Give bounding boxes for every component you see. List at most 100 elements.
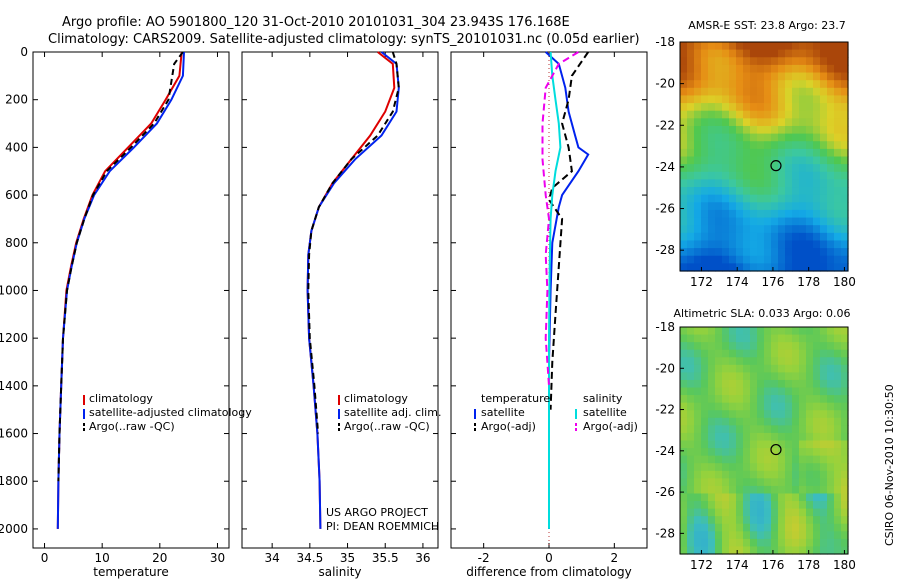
map-cell: [813, 248, 821, 257]
map-cell: [715, 493, 723, 502]
map-cell: [757, 148, 765, 158]
salinity-xlabel: salinity: [318, 565, 361, 579]
map-cell: [841, 255, 849, 264]
map-cell: [799, 417, 807, 426]
map-cell: [778, 125, 786, 135]
map-cell: [834, 334, 842, 343]
map-cell: [736, 523, 744, 532]
map-cell: [806, 95, 814, 104]
map-cell: [799, 202, 807, 211]
map-cell: [722, 133, 730, 142]
map-cell: [736, 209, 744, 219]
map-cell: [806, 141, 814, 150]
map-cell: [687, 364, 695, 373]
map-cell: [722, 118, 730, 127]
map-cell: [792, 187, 800, 196]
map-cell: [841, 156, 849, 165]
map-cell: [792, 327, 800, 336]
map-cell: [715, 49, 723, 58]
map-cell: [778, 171, 786, 180]
map-cell: [750, 334, 758, 343]
map-cell: [687, 156, 695, 165]
map-cell: [680, 379, 688, 389]
map-cell: [750, 478, 758, 487]
map-cell: [715, 110, 723, 119]
map-cell: [771, 357, 779, 366]
map-cell: [757, 364, 765, 373]
map-cell: [820, 455, 828, 464]
legend-temp-satellite: satellite-adjusted climatology: [89, 406, 252, 419]
map-cell: [708, 485, 716, 495]
map-cell: [792, 478, 800, 487]
map-cell: [806, 194, 814, 203]
map-cell: [736, 546, 744, 555]
map-cell: [771, 248, 779, 257]
map-cell: [680, 187, 688, 196]
map-cell: [834, 379, 842, 389]
map-cell: [750, 187, 758, 196]
map-cell: [680, 87, 688, 97]
map-cell: [701, 209, 709, 219]
map-cell: [813, 448, 821, 457]
map-cell: [729, 64, 737, 74]
x-tick-label: 0: [545, 551, 553, 565]
map-cell: [764, 217, 772, 226]
map-cell: [813, 327, 821, 336]
map-cell: [736, 118, 744, 127]
map-cell: [715, 531, 723, 540]
map-cell: [715, 485, 723, 495]
map-cell: [778, 501, 786, 510]
map-cell: [750, 248, 758, 257]
y-tick-label: 0: [20, 45, 28, 59]
map-cell: [827, 448, 835, 457]
map-cell: [792, 118, 800, 127]
map-cell: [778, 432, 786, 442]
salinity-legend: climatology satellite adj. clim. Argo(..…: [344, 392, 441, 433]
map-cell: [722, 523, 730, 532]
map-cell: [680, 334, 688, 343]
map-cell: [806, 255, 814, 264]
map-cell: [834, 49, 842, 58]
map-x-tick-label: 178: [797, 275, 820, 289]
map-cell: [708, 164, 716, 173]
map-cell: [750, 118, 758, 127]
map-cell: [680, 248, 688, 257]
map-cell: [820, 417, 828, 426]
legend-diff-temp-argo: Argo(-adj): [481, 420, 536, 433]
map-cell: [694, 470, 702, 479]
map-cell: [750, 455, 758, 464]
map-cell: [834, 248, 842, 257]
map-cell: [729, 425, 737, 434]
y-tick-label: 2000: [0, 522, 28, 536]
map-cell: [729, 103, 737, 112]
map-cell: [722, 334, 730, 343]
map-cell: [757, 125, 765, 135]
map-cell: [750, 463, 758, 472]
y-tick-label: 1200: [0, 331, 28, 345]
map-cell: [820, 342, 828, 351]
y-tick-label: 200: [5, 93, 28, 107]
map-cell: [834, 463, 842, 472]
map-cell: [722, 364, 730, 373]
map-cell: [701, 225, 709, 234]
map-cell: [785, 240, 793, 249]
map-cell: [785, 478, 793, 487]
map-cell: [806, 538, 814, 548]
map-cell: [764, 508, 772, 517]
map-cell: [708, 448, 716, 457]
map-cell: [680, 179, 688, 188]
map-cell: [715, 57, 723, 66]
map-cell: [729, 538, 737, 548]
map-frame: [679, 41, 849, 272]
map-cell: [813, 110, 821, 119]
map-cell: [820, 240, 828, 249]
map-cell: [771, 164, 779, 173]
map-cell: [764, 531, 772, 540]
map-cell: [680, 194, 688, 203]
map-cell: [757, 478, 765, 487]
map-cell: [799, 110, 807, 119]
map-cell: [785, 232, 793, 242]
map-cell: [736, 448, 744, 457]
map-cell: [729, 194, 737, 203]
map-cell: [792, 538, 800, 548]
